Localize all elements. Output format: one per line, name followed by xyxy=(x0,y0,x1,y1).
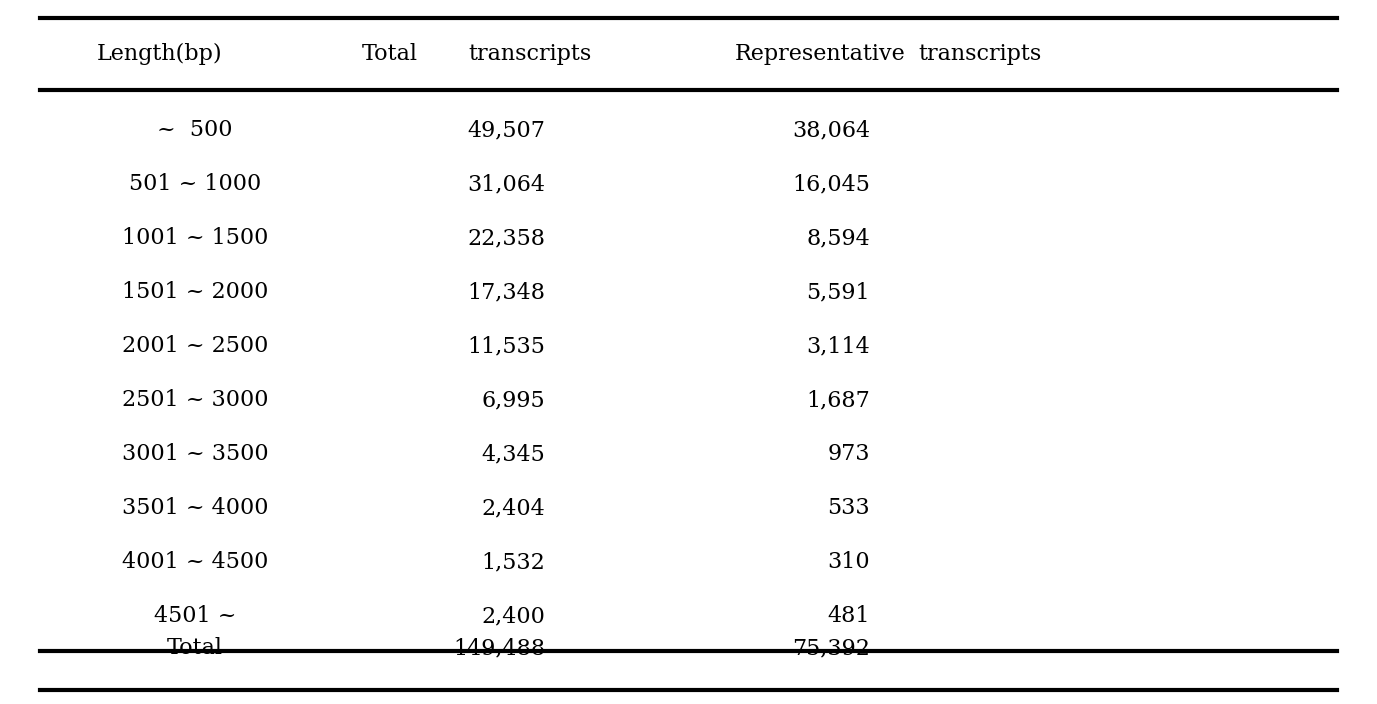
Text: 17,348: 17,348 xyxy=(467,281,545,303)
Text: 3001 ~ 3500: 3001 ~ 3500 xyxy=(121,443,269,465)
Text: 8,594: 8,594 xyxy=(807,227,870,249)
Text: 38,064: 38,064 xyxy=(792,119,870,141)
Text: 22,358: 22,358 xyxy=(467,227,545,249)
Text: Representative: Representative xyxy=(734,43,905,65)
Text: transcripts: transcripts xyxy=(918,43,1041,65)
Text: transcripts: transcripts xyxy=(468,43,592,65)
Text: 1,687: 1,687 xyxy=(807,389,870,411)
Text: 16,045: 16,045 xyxy=(792,173,870,195)
Text: 1,532: 1,532 xyxy=(481,551,545,573)
Text: ~  500: ~ 500 xyxy=(157,119,233,141)
Text: 2,400: 2,400 xyxy=(481,605,545,627)
Text: 4,345: 4,345 xyxy=(481,443,545,465)
Text: 1001 ~ 1500: 1001 ~ 1500 xyxy=(121,227,269,249)
Text: Length(bp): Length(bp) xyxy=(98,43,223,65)
Text: 49,507: 49,507 xyxy=(467,119,545,141)
Text: 310: 310 xyxy=(828,551,870,573)
Text: 75,392: 75,392 xyxy=(792,637,870,659)
Text: 1501 ~ 2000: 1501 ~ 2000 xyxy=(121,281,269,303)
Text: 481: 481 xyxy=(828,605,870,627)
Text: 973: 973 xyxy=(828,443,870,465)
Text: 11,535: 11,535 xyxy=(467,335,545,357)
Text: 2001 ~ 2500: 2001 ~ 2500 xyxy=(121,335,269,357)
Text: 149,488: 149,488 xyxy=(453,637,545,659)
Text: 3,114: 3,114 xyxy=(807,335,870,357)
Text: 6,995: 6,995 xyxy=(482,389,545,411)
Text: 31,064: 31,064 xyxy=(467,173,545,195)
Text: Total: Total xyxy=(167,637,223,659)
Text: 4001 ~ 4500: 4001 ~ 4500 xyxy=(121,551,269,573)
Text: 501 ~ 1000: 501 ~ 1000 xyxy=(129,173,262,195)
Text: 4501 ~: 4501 ~ xyxy=(154,605,237,627)
Text: 5,591: 5,591 xyxy=(807,281,870,303)
Text: Total: Total xyxy=(362,43,419,65)
Text: 2501 ~ 3000: 2501 ~ 3000 xyxy=(121,389,269,411)
Text: 533: 533 xyxy=(828,497,870,519)
Text: 2,404: 2,404 xyxy=(481,497,545,519)
Text: 3501 ~ 4000: 3501 ~ 4000 xyxy=(121,497,269,519)
